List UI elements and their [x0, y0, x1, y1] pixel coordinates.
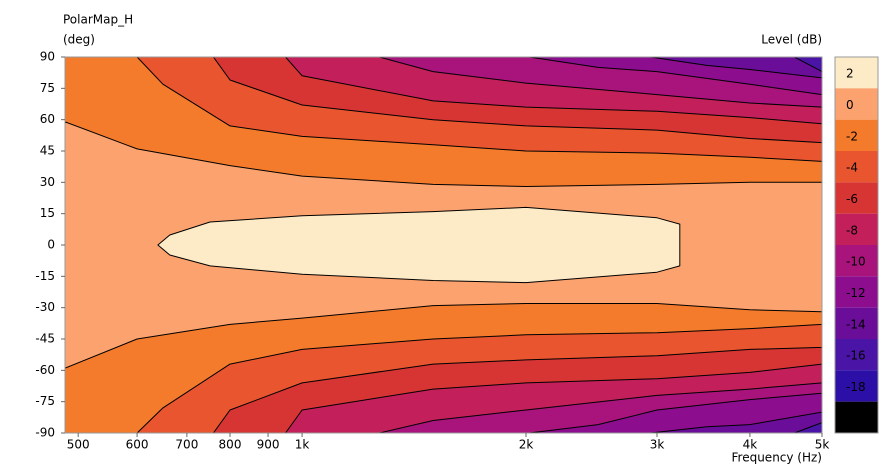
colorbar-cell	[835, 151, 878, 183]
colorbar-tick-label: -18	[846, 380, 866, 394]
x-tick-label: 3k	[650, 438, 665, 452]
plot-area	[65, 57, 822, 433]
colorbar-tick-label: -20	[846, 411, 866, 425]
colorbar-cell	[835, 57, 878, 89]
colorbar-tick-label: -14	[846, 317, 866, 331]
colorbar-cell	[835, 339, 878, 371]
colorbar-tick-label: -16	[846, 349, 866, 363]
x-tick-label: 1k	[295, 438, 310, 452]
y-tick-label: 45	[40, 144, 55, 158]
colorbar-tick-label: 2	[846, 67, 854, 81]
y-tick-label: -15	[35, 269, 55, 283]
x-tick-label: 500	[67, 438, 90, 452]
colorbar-cell	[835, 276, 878, 308]
contour-region	[157, 206, 681, 284]
x-tick-label: 800	[219, 438, 242, 452]
y-tick-label: 30	[40, 175, 55, 189]
y-tick-label: 60	[40, 112, 55, 126]
y-tick-label: 75	[40, 81, 55, 95]
colorbar-tick-label: -4	[846, 161, 858, 175]
chart-title: PolarMap_H	[63, 13, 133, 27]
x-tick-label: 700	[175, 438, 198, 452]
y-tick-label: 0	[47, 238, 55, 252]
x-tick-label: 5k	[815, 438, 830, 452]
y-tick-label: 15	[40, 206, 55, 220]
x-tick-label: 900	[257, 438, 280, 452]
colorbar-label: Level (dB)	[761, 33, 822, 47]
colorbar-cell	[835, 213, 878, 245]
x-tick-label: 2k	[519, 438, 534, 452]
colorbar-cell	[835, 119, 878, 151]
colorbar: 2 0 -2 -4 -6 -8 -10 -12 -14 -16 -18 -20	[834, 56, 879, 434]
y-tick-label: -90	[35, 426, 55, 440]
x-tick-label: 600	[126, 438, 149, 452]
y-axis-label: (deg)	[63, 33, 95, 47]
colorbar-tick-label: 0	[846, 98, 854, 112]
y-tick-label: -75	[35, 394, 55, 408]
x-axis-label: Frequency (Hz)	[732, 451, 823, 465]
colorbar-cell	[835, 401, 878, 433]
y-tick-label: -30	[35, 300, 55, 314]
colorbar-tick-label: -8	[846, 223, 858, 237]
colorbar-tick-label: -12	[846, 286, 866, 300]
y-tick-label: -60	[35, 363, 55, 377]
colorbar-cell	[835, 245, 878, 277]
colorbar-tick-label: -6	[846, 192, 858, 206]
colorbar-tick-label: -2	[846, 129, 858, 143]
colorbar-cell	[835, 182, 878, 214]
x-tick-label: 4k	[743, 438, 758, 452]
y-tick-label: -45	[35, 332, 55, 346]
colorbar-frame	[834, 56, 879, 434]
colorbar-cell	[835, 307, 878, 339]
colorbar-cell	[835, 88, 878, 120]
colorbar-cell	[835, 370, 878, 402]
y-tick-label: 90	[40, 50, 55, 64]
colorbar-tick-label: -10	[846, 255, 866, 269]
